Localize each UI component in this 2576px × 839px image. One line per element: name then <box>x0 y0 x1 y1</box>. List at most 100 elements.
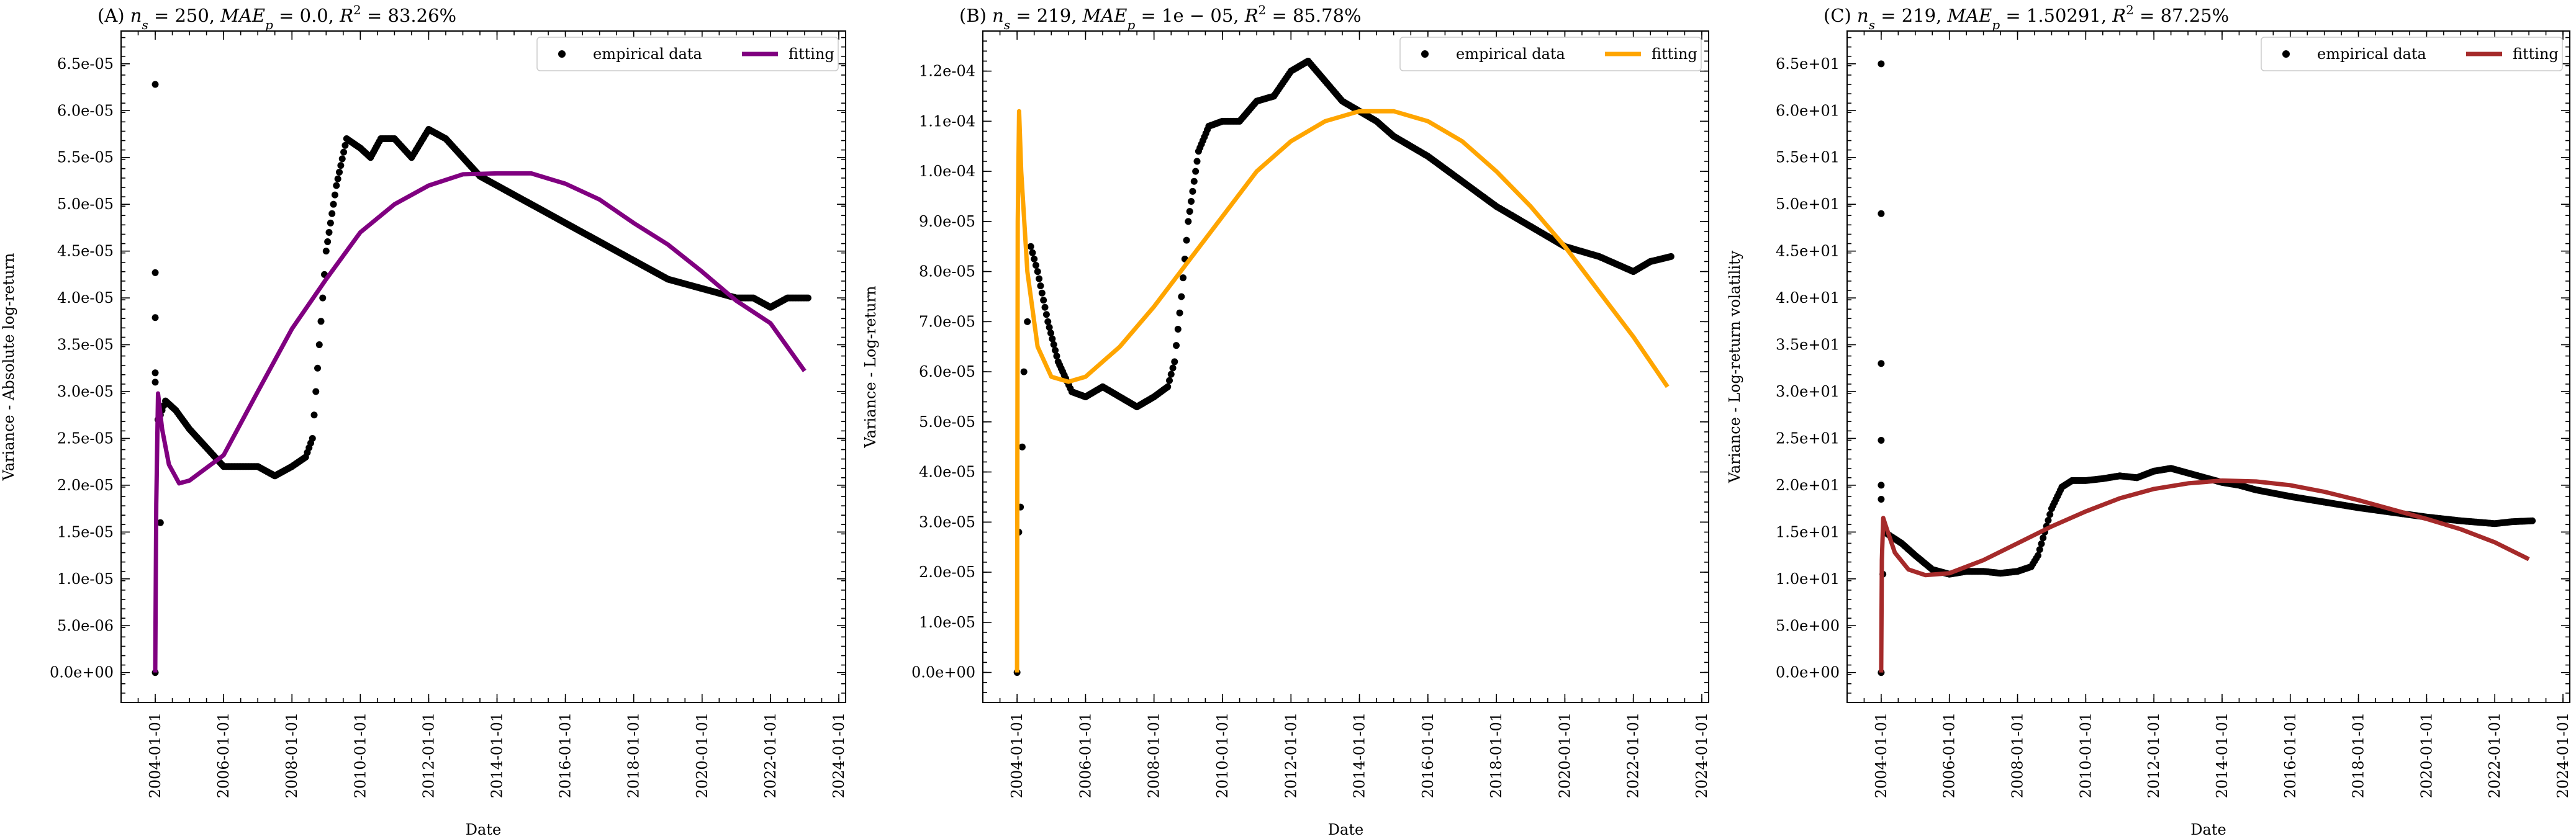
title-part: = 83.26% <box>361 5 456 26</box>
y-tick-label: 8.0e-05 <box>919 263 975 280</box>
x-axis-label: Date <box>466 821 501 838</box>
y-tick-label: 2.5e+01 <box>1776 429 1840 447</box>
y-tick-label: 3.0e+01 <box>1776 383 1840 400</box>
y-tick-label: 5.0e-05 <box>57 195 114 213</box>
x-tick-label: 2008-01-01 <box>1146 712 1163 798</box>
empirical-point <box>1049 335 1056 343</box>
legend-label-fitting: fitting <box>1652 45 1697 63</box>
empirical-point <box>1178 293 1185 300</box>
y-axis-label: Variance - Log-return <box>862 286 879 449</box>
y-tick-label: 4.5e-05 <box>57 243 114 260</box>
y-tick-label: 1.0e-04 <box>919 163 975 180</box>
x-tick-label: 2012-01-01 <box>420 712 437 798</box>
title-part: MAE <box>1947 5 1992 26</box>
y-tick-label: 1.0e-05 <box>57 570 114 588</box>
empirical-point <box>1024 318 1031 325</box>
empirical-point <box>1037 282 1044 290</box>
empirical-point <box>341 141 349 149</box>
y-tick-label: 6.0e-05 <box>919 363 975 380</box>
fitting-line <box>1015 109 1670 673</box>
empirical-point <box>309 434 316 442</box>
panel-a: (A) ns = 250, MAEp = 0.0, R2 = 83.26% Var… <box>0 2 847 838</box>
y-tick-label: 3.0e-05 <box>919 513 975 531</box>
empirical-point <box>1193 158 1201 165</box>
title-part: p <box>1127 17 1135 32</box>
x-tick-label: 2012-01-01 <box>2145 712 2162 798</box>
title-part: (B) <box>959 5 992 26</box>
y-tick-label: 0.0e+00 <box>911 664 975 681</box>
empirical-point <box>337 162 345 169</box>
plot-frame <box>982 30 1709 703</box>
empirical-point <box>1050 341 1057 348</box>
y-tick-label: 1.0e+01 <box>1776 570 1840 588</box>
x-tick-label: 2018-01-01 <box>1488 712 1505 798</box>
title-part: = 85.78% <box>1266 5 1361 26</box>
title-part: s <box>142 17 148 32</box>
empirical-point <box>1878 436 1885 444</box>
empirical-point <box>1044 318 1052 325</box>
title-part: n <box>992 5 1004 26</box>
empirical-point <box>1027 243 1034 250</box>
x-tick-label: 2022-01-01 <box>762 712 779 798</box>
empirical-point <box>330 200 337 208</box>
x-tick-label: 2006-01-01 <box>1077 712 1094 798</box>
empirical-point <box>1040 297 1047 304</box>
x-tick-label: 2018-01-01 <box>625 712 643 798</box>
empirical-point <box>1036 275 1043 282</box>
legend <box>1399 37 1702 71</box>
x-tick-label: 2010-01-01 <box>1214 712 1231 798</box>
title-part: p <box>265 17 273 32</box>
empirical-point <box>1018 443 1026 451</box>
title-part: 2 <box>353 2 361 17</box>
y-tick-label: 4.0e-05 <box>919 464 975 481</box>
title-part: R <box>1244 5 1259 26</box>
panel-b: (B) ns = 219, MAEp = 1e − 05, R2 = 85.78… <box>862 2 1711 838</box>
x-tick-label: 2016-01-01 <box>1419 712 1437 798</box>
empirical-point <box>331 191 338 199</box>
y-tick-label: 0.0e+00 <box>50 664 114 681</box>
panel-title: (B) ns = 219, MAEp = 1e − 05, R2 = 85.78… <box>959 2 1362 32</box>
empirical-point <box>1034 268 1041 276</box>
empirical-point <box>156 519 164 526</box>
empirical-point <box>1032 261 1039 269</box>
empirical-point <box>1180 274 1187 282</box>
x-tick-label: 2004-01-01 <box>1873 712 1890 798</box>
y-tick-label: 7.0e-05 <box>919 313 975 330</box>
y-tick-label: 5.5e+01 <box>1776 149 1840 166</box>
x-tick-label: 2006-01-01 <box>215 712 232 798</box>
empirical-point <box>1183 236 1190 244</box>
empirical-point <box>2034 552 2041 559</box>
y-tick-label: 5.0e-05 <box>919 413 975 431</box>
y-tick-label: 2.0e-05 <box>919 563 975 581</box>
x-tick-label: 2016-01-01 <box>557 712 574 798</box>
empirical-point <box>322 248 330 255</box>
empirical-point <box>1046 324 1053 331</box>
y-tick-label: 1.0e-05 <box>919 614 975 631</box>
title-part: = 1e − 05, <box>1135 5 1244 26</box>
y-tick-label: 6.0e-05 <box>57 102 114 119</box>
title-part: n <box>130 5 142 26</box>
title-part: s <box>1869 17 1875 32</box>
x-axis-label: Date <box>1328 821 1363 838</box>
empirical-point <box>1878 210 1885 217</box>
legend <box>536 37 839 71</box>
title-part: MAE <box>220 5 265 26</box>
x-tick-label: 2020-01-01 <box>2418 712 2435 798</box>
empirical-point <box>1192 168 1200 175</box>
empirical-point <box>1167 370 1175 378</box>
y-tick-label: 6.5e+01 <box>1776 55 1840 73</box>
empirical-point <box>1878 482 1885 489</box>
y-tick-label: 2.0e+01 <box>1776 477 1840 494</box>
y-tick-label: 4.5e+01 <box>1776 243 1840 260</box>
empirical-point <box>151 314 159 321</box>
empirical-point <box>333 182 340 189</box>
x-tick-label: 2022-01-01 <box>1625 712 1642 798</box>
empirical-point <box>314 364 322 372</box>
x-axis-label: Date <box>2190 821 2226 838</box>
empirical-point <box>1031 255 1038 262</box>
empirical-point <box>1052 346 1059 354</box>
panel-c: (C) ns = 219, MAEp = 1.50291, R2 = 87.25… <box>1726 2 2572 838</box>
x-tick-label: 2014-01-01 <box>2213 712 2231 798</box>
y-axis-label: Variance - Absolute log-return <box>0 253 17 482</box>
y-tick-label: 1.2e-04 <box>919 63 975 80</box>
